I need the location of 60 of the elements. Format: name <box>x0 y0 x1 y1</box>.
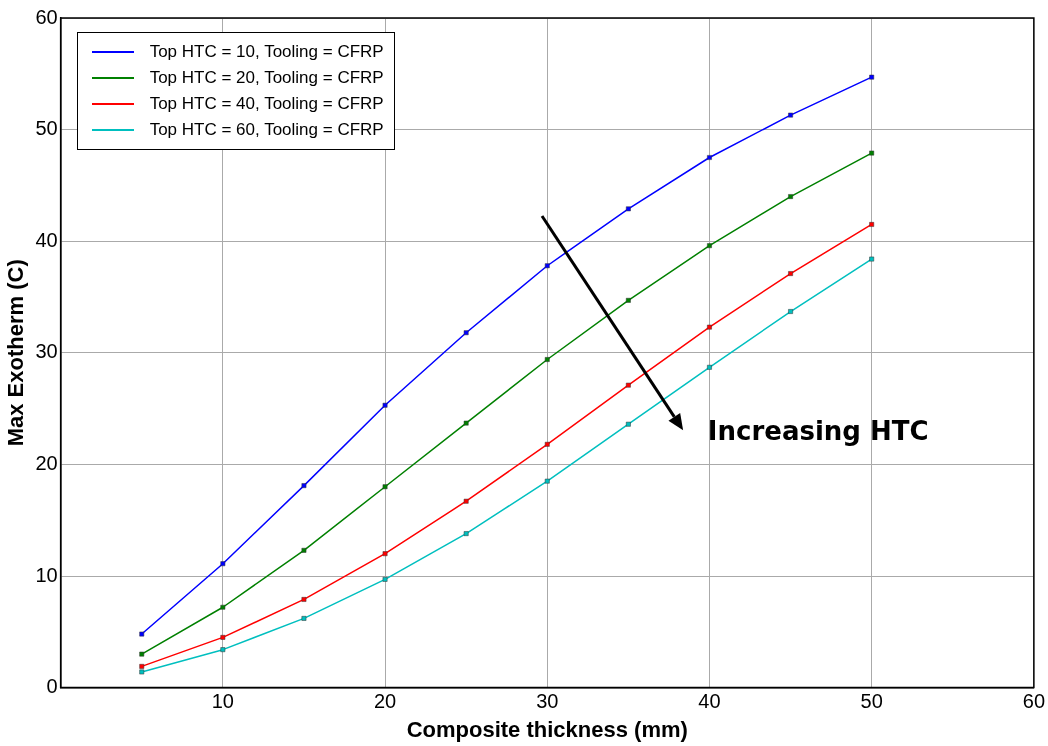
x-axis-title: Composite thickness (mm) <box>406 716 688 742</box>
point <box>869 256 875 262</box>
point <box>788 194 793 199</box>
x-tick-label: 10 <box>211 690 234 713</box>
x-tick-label: 20 <box>373 690 397 713</box>
point <box>301 547 307 553</box>
x-tick-label: 50 <box>860 690 883 713</box>
point <box>625 382 631 388</box>
y-axis-title: Max Exotherm (C) <box>3 259 29 447</box>
point <box>707 243 712 249</box>
point <box>869 150 875 156</box>
point <box>707 155 712 160</box>
point <box>139 631 145 637</box>
point <box>139 664 145 669</box>
point <box>382 576 388 582</box>
point <box>788 112 793 118</box>
annotation: Increasing HTC <box>707 416 929 447</box>
y-tick-label: 10 <box>35 563 58 586</box>
point <box>544 441 550 447</box>
point <box>788 309 793 314</box>
point <box>869 74 875 80</box>
point <box>463 531 469 536</box>
x-tick-label: 60 <box>1022 690 1045 713</box>
point <box>788 271 793 276</box>
point <box>625 421 631 427</box>
point <box>463 330 469 336</box>
point <box>707 364 712 370</box>
point <box>869 222 875 227</box>
point <box>625 206 631 212</box>
point <box>382 551 388 557</box>
point <box>301 616 307 621</box>
legend-label: Top HTC = 60, Tooling = CFRP <box>149 120 384 140</box>
point <box>544 357 550 362</box>
y-tick-label: 20 <box>35 451 58 474</box>
point <box>220 604 226 610</box>
point <box>707 324 712 330</box>
y-tick-label: 60 <box>35 5 58 28</box>
point <box>220 635 226 640</box>
point <box>220 561 226 567</box>
point <box>463 420 469 426</box>
y-tick-label: 50 <box>35 117 58 140</box>
x-tick-label: 30 <box>536 690 559 713</box>
point <box>301 597 307 602</box>
point <box>625 297 631 303</box>
point <box>544 263 550 269</box>
point <box>139 669 145 675</box>
point <box>382 402 388 408</box>
point <box>139 651 145 657</box>
x-tick-label: 40 <box>698 690 721 713</box>
y-tick-label: 40 <box>35 228 58 251</box>
legend-label: Top HTC = 10, Tooling = CFRP <box>149 42 384 62</box>
y-tick-label: 0 <box>46 675 58 698</box>
legend-label: Top HTC = 20, Tooling = CFRP <box>149 68 384 88</box>
point <box>463 498 469 504</box>
point <box>382 484 388 490</box>
point <box>301 483 307 488</box>
y-tick-label: 30 <box>35 340 58 363</box>
point <box>544 478 550 484</box>
legend-label: Top HTC = 40, Tooling = CFRP <box>149 94 384 114</box>
point <box>220 647 226 653</box>
